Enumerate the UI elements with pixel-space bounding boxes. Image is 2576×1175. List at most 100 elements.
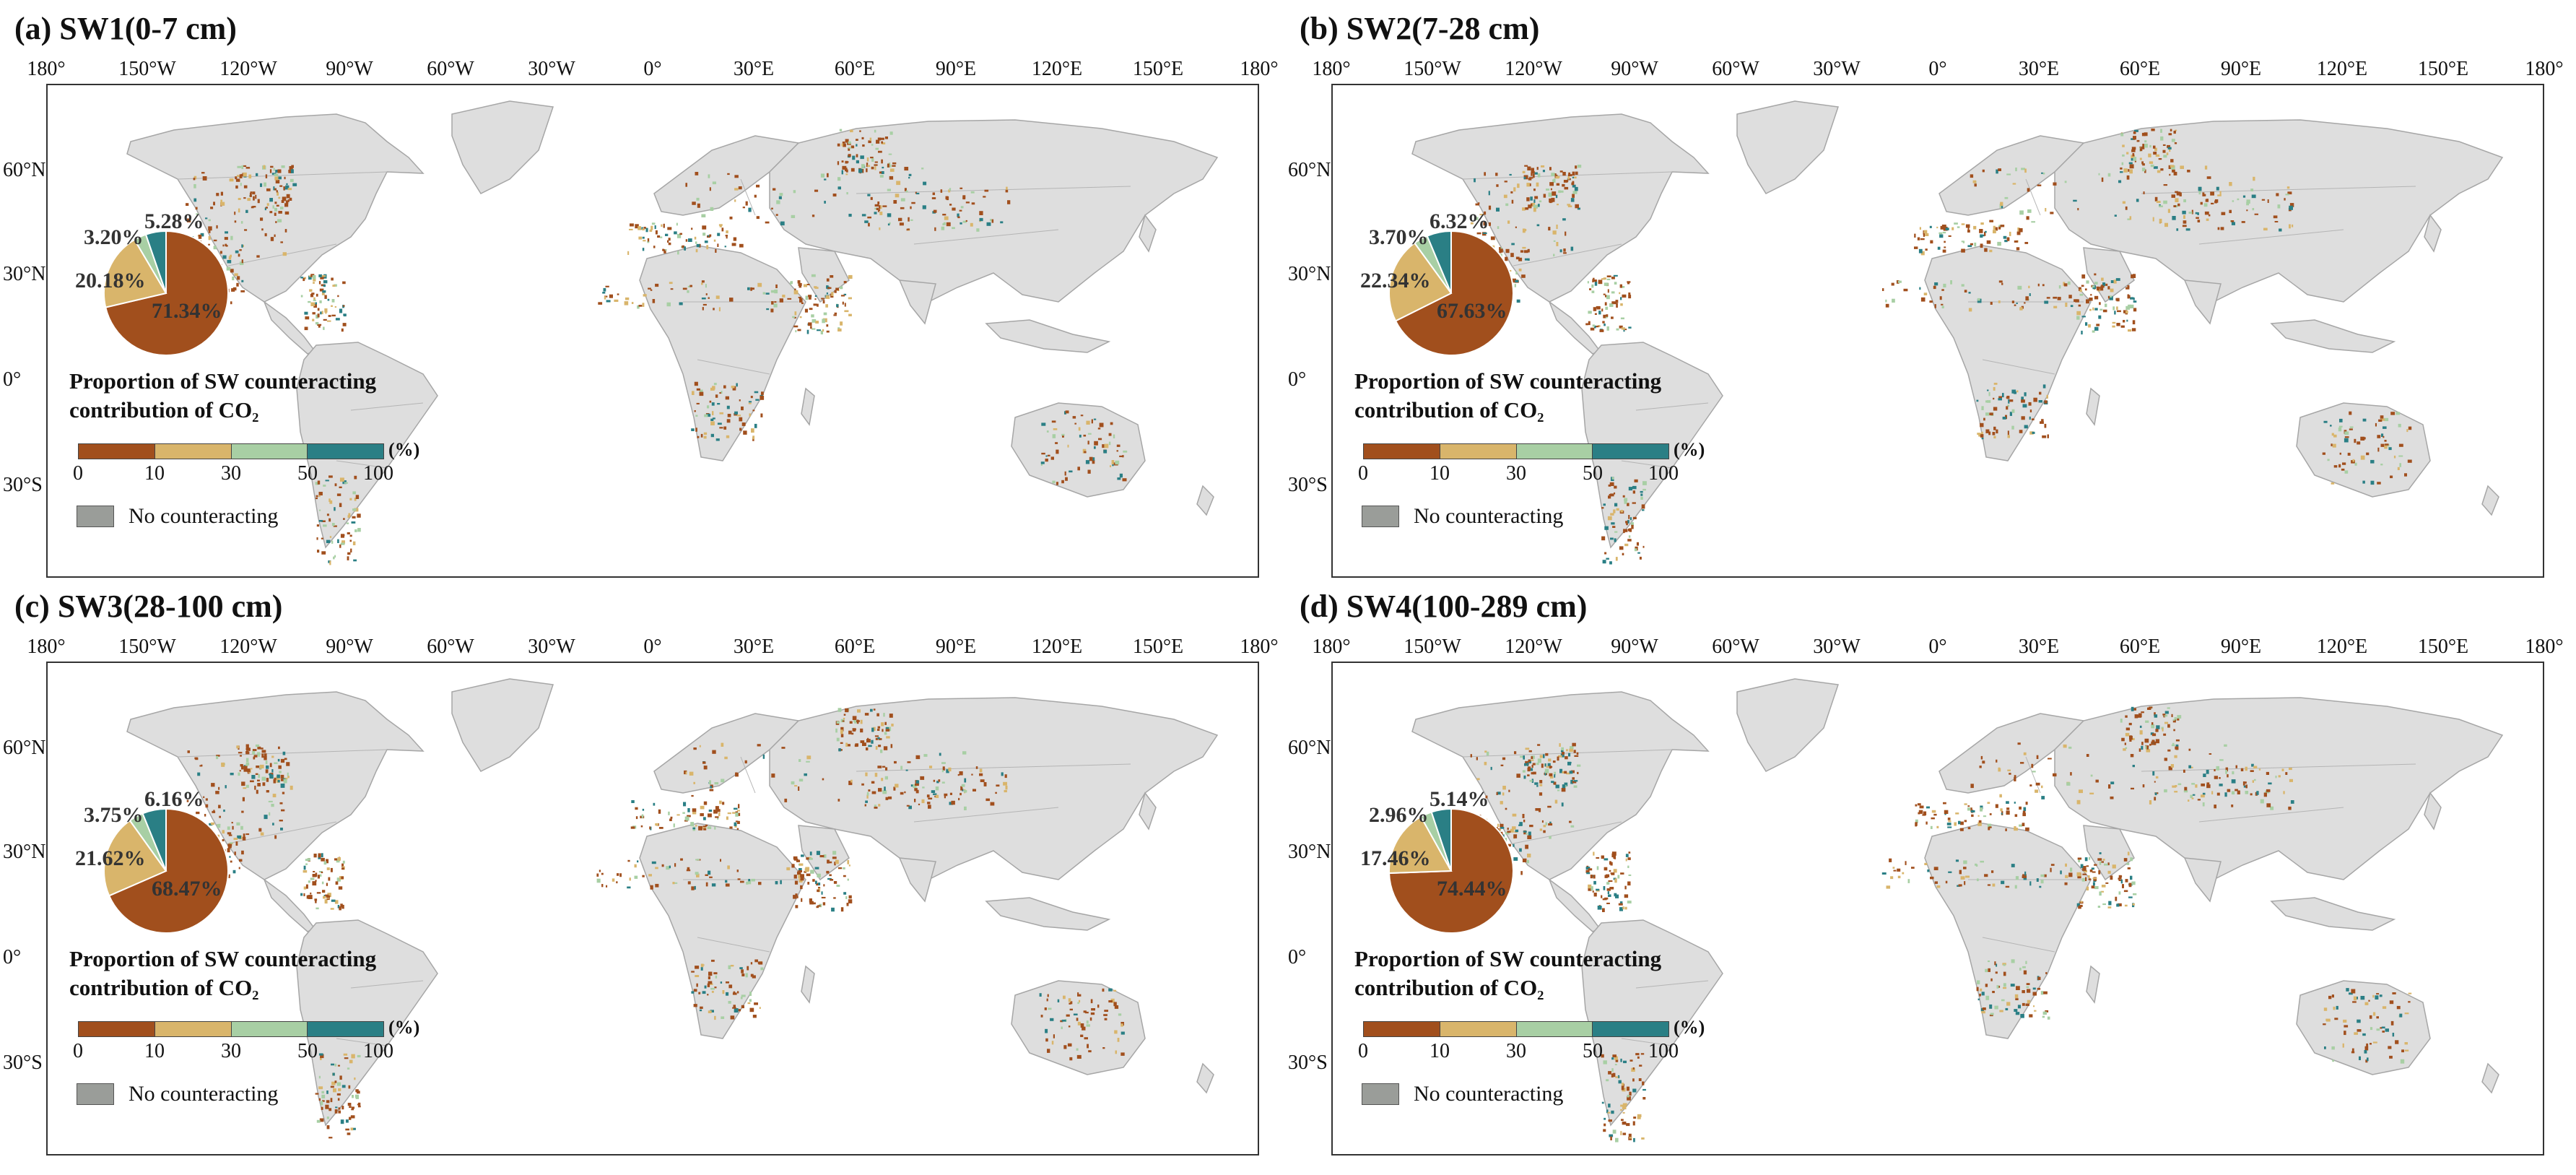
counteracting-pixel xyxy=(696,873,700,877)
counteracting-pixel xyxy=(1593,279,1597,282)
counteracting-pixel xyxy=(2014,777,2016,781)
counteracting-pixel xyxy=(696,197,700,201)
counteracting-pixel xyxy=(1627,865,1629,868)
counteracting-pixel xyxy=(354,498,357,501)
map-frame xyxy=(1331,662,2544,1156)
counteracting-pixel xyxy=(2126,152,2129,155)
counteracting-pixel xyxy=(1608,1071,1611,1075)
counteracting-pixel xyxy=(1544,763,1546,767)
counteracting-pixel xyxy=(318,274,323,277)
counteracting-pixel xyxy=(1623,529,1625,534)
counteracting-pixel xyxy=(710,987,715,990)
counteracting-pixel xyxy=(2110,875,2113,880)
counteracting-pixel xyxy=(2108,784,2111,789)
counteracting-pixel xyxy=(1612,1072,1616,1078)
counteracting-pixel xyxy=(1536,167,1539,170)
counteracting-pixel xyxy=(2395,1040,2399,1044)
counteracting-pixel xyxy=(2020,1014,2024,1018)
counteracting-pixel xyxy=(2289,768,2292,771)
counteracting-pixel xyxy=(869,137,872,141)
counteracting-pixel xyxy=(327,896,329,899)
counteracting-pixel xyxy=(256,173,258,176)
counteracting-pixel xyxy=(898,217,902,222)
counteracting-pixel xyxy=(264,815,268,820)
counteracting-pixel xyxy=(754,423,757,428)
counteracting-pixel xyxy=(2362,480,2365,484)
counteracting-pixel xyxy=(885,797,889,800)
counteracting-pixel xyxy=(2070,305,2074,308)
counteracting-pixel xyxy=(2023,807,2027,811)
counteracting-pixel xyxy=(253,196,255,201)
counteracting-pixel xyxy=(2001,812,2003,815)
counteracting-pixel xyxy=(866,168,868,173)
counteracting-pixel xyxy=(1627,881,1631,886)
counteracting-pixel xyxy=(1619,546,1624,550)
counteracting-pixel xyxy=(2138,748,2141,752)
counteracting-areas xyxy=(1470,706,2412,1143)
counteracting-pixel xyxy=(236,282,239,287)
counteracting-pixel xyxy=(702,825,707,828)
counteracting-pixel xyxy=(2127,218,2131,220)
counteracting-pixel xyxy=(1537,758,1541,763)
counteracting-pixel xyxy=(1977,433,1981,435)
counteracting-pixel xyxy=(1961,248,1965,253)
counteracting-pixel xyxy=(1551,173,1555,176)
counteracting-pixel xyxy=(1601,308,1604,312)
counteracting-pixel xyxy=(731,243,736,246)
counteracting-pixel xyxy=(2148,153,2151,157)
counteracting-pixel xyxy=(2359,1056,2361,1060)
world-map xyxy=(1411,100,2504,565)
counteracting-pixel xyxy=(357,1106,361,1108)
counteracting-pixel xyxy=(874,773,878,777)
counteracting-pixel xyxy=(722,802,725,805)
counteracting-pixel xyxy=(1606,1079,1609,1082)
counteracting-pixel xyxy=(921,799,925,804)
counteracting-pixel xyxy=(240,173,243,177)
counteracting-pixel xyxy=(2167,707,2170,709)
counteracting-pixel xyxy=(695,415,698,417)
counteracting-pixel xyxy=(1886,885,1891,889)
counteracting-pixel xyxy=(2092,330,2095,333)
counteracting-pixel xyxy=(2086,280,2089,284)
counteracting-pixel xyxy=(1605,306,1609,310)
counteracting-pixel xyxy=(2120,171,2123,173)
counteracting-pixel xyxy=(345,1128,349,1131)
counteracting-pixel xyxy=(822,778,824,781)
counteracting-pixel xyxy=(752,1015,757,1018)
counteracting-pixel xyxy=(321,1101,323,1106)
counteracting-pixel xyxy=(1604,875,1608,878)
counteracting-pixel xyxy=(2162,144,2166,146)
australia xyxy=(1011,402,1146,498)
counteracting-pixel xyxy=(1976,987,1979,992)
counteracting-pixel xyxy=(258,773,261,779)
counteracting-pixel xyxy=(2023,970,2027,975)
counteracting-pixel xyxy=(320,1057,322,1060)
counteracting-pixel xyxy=(1559,249,1562,253)
counteracting-pixel xyxy=(2279,228,2282,232)
counteracting-pixel xyxy=(1543,830,1546,833)
counteracting-pixel xyxy=(265,760,268,765)
counteracting-pixel xyxy=(2162,728,2164,732)
counteracting-pixel xyxy=(358,1102,361,1107)
counteracting-pixel xyxy=(1497,828,1501,831)
counteracting-pixel xyxy=(908,176,910,179)
lon-label: 180° xyxy=(1312,58,1351,80)
counteracting-pixel xyxy=(326,320,331,322)
counteracting-pixel xyxy=(1934,282,1938,286)
counteracting-pixel xyxy=(2021,399,2025,403)
counteracting-pixel xyxy=(2081,866,2087,869)
counteracting-pixel xyxy=(1572,171,1575,176)
counteracting-pixel xyxy=(1076,1054,1082,1059)
counteracting-pixel xyxy=(1637,1056,1640,1059)
counteracting-pixel xyxy=(1541,165,1545,168)
counteracting-pixel xyxy=(725,883,730,887)
counteracting-pixel xyxy=(241,766,244,770)
counteracting-pixel xyxy=(799,298,803,303)
counteracting-pixel xyxy=(197,772,201,776)
counteracting-pixel xyxy=(1999,204,2003,209)
legend-tick: 100 xyxy=(1648,462,1679,485)
counteracting-pixel xyxy=(1954,822,1957,826)
counteracting-pixel xyxy=(256,766,260,768)
counteracting-pixel xyxy=(874,807,878,809)
counteracting-pixel xyxy=(816,906,819,909)
